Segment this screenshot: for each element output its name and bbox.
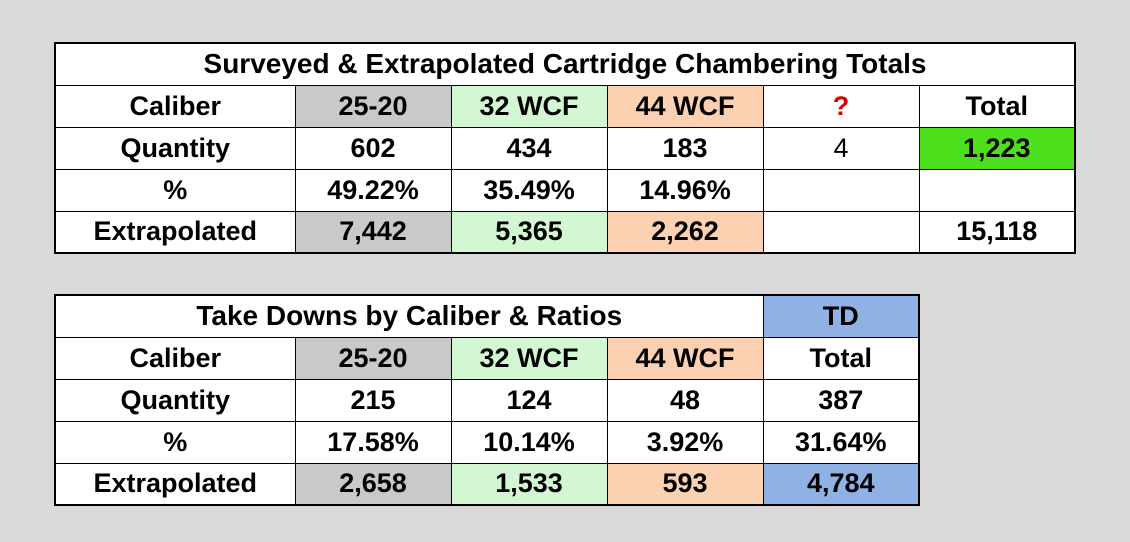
take-downs-table: Take Downs by Caliber & Ratios TD Calibe… xyxy=(54,294,920,506)
table-cell: 215 xyxy=(294,378,452,422)
table-cell: 35.49% xyxy=(450,168,608,212)
row-label-quantity: Quantity xyxy=(54,378,296,422)
table-cell: 387 xyxy=(762,378,920,422)
table-cell: 48 xyxy=(606,378,764,422)
td-header: TD xyxy=(762,294,920,338)
table-row: % 17.58% 10.14% 3.92% 31.64% xyxy=(54,420,920,464)
table-cell: 602 xyxy=(294,126,452,170)
table-cell: 4,784 xyxy=(762,462,920,506)
table-cell: 14.96% xyxy=(606,168,764,212)
header-32-wcf: 32 WCF xyxy=(450,84,608,128)
table-row: Caliber 25-20 32 WCF 44 WCF Total xyxy=(54,336,920,380)
table-cell: 124 xyxy=(450,378,608,422)
header-25-20: 25-20 xyxy=(294,336,452,380)
table-cell: 10.14% xyxy=(450,420,608,464)
table-cell: 2,658 xyxy=(294,462,452,506)
header-total: Total xyxy=(762,336,920,380)
row-label-extrapolated: Extrapolated xyxy=(54,462,296,506)
header-44-wcf: 44 WCF xyxy=(606,84,764,128)
row-label-quantity: Quantity xyxy=(54,126,296,170)
table-cell xyxy=(762,210,920,254)
table-cell: 3.92% xyxy=(606,420,764,464)
header-44-wcf: 44 WCF xyxy=(606,336,764,380)
table-title-row: Surveyed & Extrapolated Cartridge Chambe… xyxy=(54,42,1076,86)
row-label-extrapolated: Extrapolated xyxy=(54,210,296,254)
row-label-percent: % xyxy=(54,420,296,464)
cartridge-chambering-table: Surveyed & Extrapolated Cartridge Chambe… xyxy=(54,42,1077,254)
row-label-percent: % xyxy=(54,168,296,212)
row-label-caliber: Caliber xyxy=(54,84,296,128)
header-unknown: ? xyxy=(762,84,920,128)
table-row: Caliber 25-20 32 WCF 44 WCF ? Total xyxy=(54,84,1076,128)
table-title-row: Take Downs by Caliber & Ratios TD xyxy=(54,294,920,338)
table-cell: 49.22% xyxy=(294,168,452,212)
table-cell xyxy=(918,168,1076,212)
table-cell: 2,262 xyxy=(606,210,764,254)
table-row: Quantity 215 124 48 387 xyxy=(54,378,920,422)
table-cell: 1,533 xyxy=(450,462,608,506)
table-row: Quantity 602 434 183 4 1,223 xyxy=(54,126,1076,170)
table-cell: 7,442 xyxy=(294,210,452,254)
header-25-20: 25-20 xyxy=(294,84,452,128)
table-cell: 4 xyxy=(762,126,920,170)
header-32-wcf: 32 WCF xyxy=(450,336,608,380)
header-total: Total xyxy=(918,84,1076,128)
table-row: Extrapolated 7,442 5,365 2,262 15,118 xyxy=(54,210,1076,254)
table-cell: 15,118 xyxy=(918,210,1076,254)
table-cell: 183 xyxy=(606,126,764,170)
row-label-caliber: Caliber xyxy=(54,336,296,380)
table-title: Take Downs by Caliber & Ratios xyxy=(54,294,764,338)
table-cell: 593 xyxy=(606,462,764,506)
table-cell: 434 xyxy=(450,126,608,170)
table-row: % 49.22% 35.49% 14.96% xyxy=(54,168,1076,212)
table-title: Surveyed & Extrapolated Cartridge Chambe… xyxy=(54,42,1076,86)
table-row: Extrapolated 2,658 1,533 593 4,784 xyxy=(54,462,920,506)
table-cell: 31.64% xyxy=(762,420,920,464)
table-cell xyxy=(762,168,920,212)
table-cell: 17.58% xyxy=(294,420,452,464)
total-quantity-cell: 1,223 xyxy=(918,126,1076,170)
table-cell: 5,365 xyxy=(450,210,608,254)
